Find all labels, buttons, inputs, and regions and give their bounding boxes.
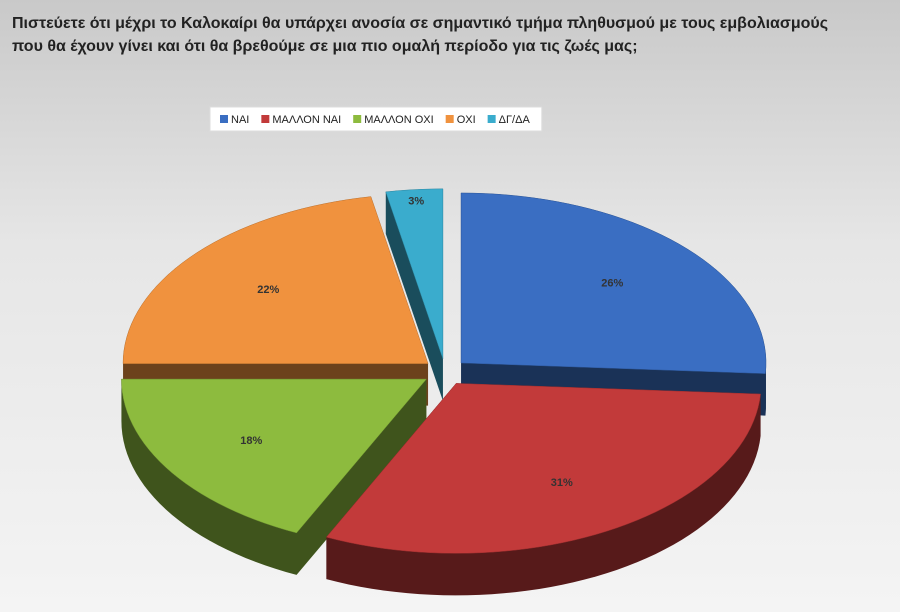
slice	[121, 378, 427, 534]
legend: ΝΑΙ ΜΑΛΛΟΝ ΝΑΙ ΜΑΛΛΟΝ ΟΧΙ ΟΧΙ ΔΓ/ΔΑ	[209, 106, 543, 132]
data-label: 26%	[601, 278, 623, 290]
legend-label: ΔΓ/ΔΑ	[499, 114, 531, 126]
chart-title: Πιστεύετε ότι μέχρι το Καλοκαίρι θα υπάρ…	[12, 15, 829, 55]
legend-swatch	[220, 115, 228, 123]
data-label: 31%	[551, 477, 573, 489]
legend-swatch	[487, 115, 496, 123]
slice	[460, 192, 767, 374]
legend-label: ΜΑΛΛΟΝ ΝΑΙ	[272, 114, 341, 126]
slice	[385, 188, 444, 359]
data-label: 22%	[257, 284, 279, 296]
legend-label: ΜΑΛΛΟΝ ΟΧΙ	[364, 114, 433, 126]
legend-label: ΟΧΙ	[457, 114, 476, 126]
data-label: 3%	[408, 195, 424, 207]
legend-label: ΝΑΙ	[231, 114, 249, 126]
slice	[325, 383, 761, 554]
legend-swatch	[353, 115, 362, 123]
legend-swatch	[261, 115, 270, 123]
legend-swatch	[445, 115, 454, 123]
slice	[122, 196, 429, 364]
data-label: 18%	[240, 435, 262, 447]
